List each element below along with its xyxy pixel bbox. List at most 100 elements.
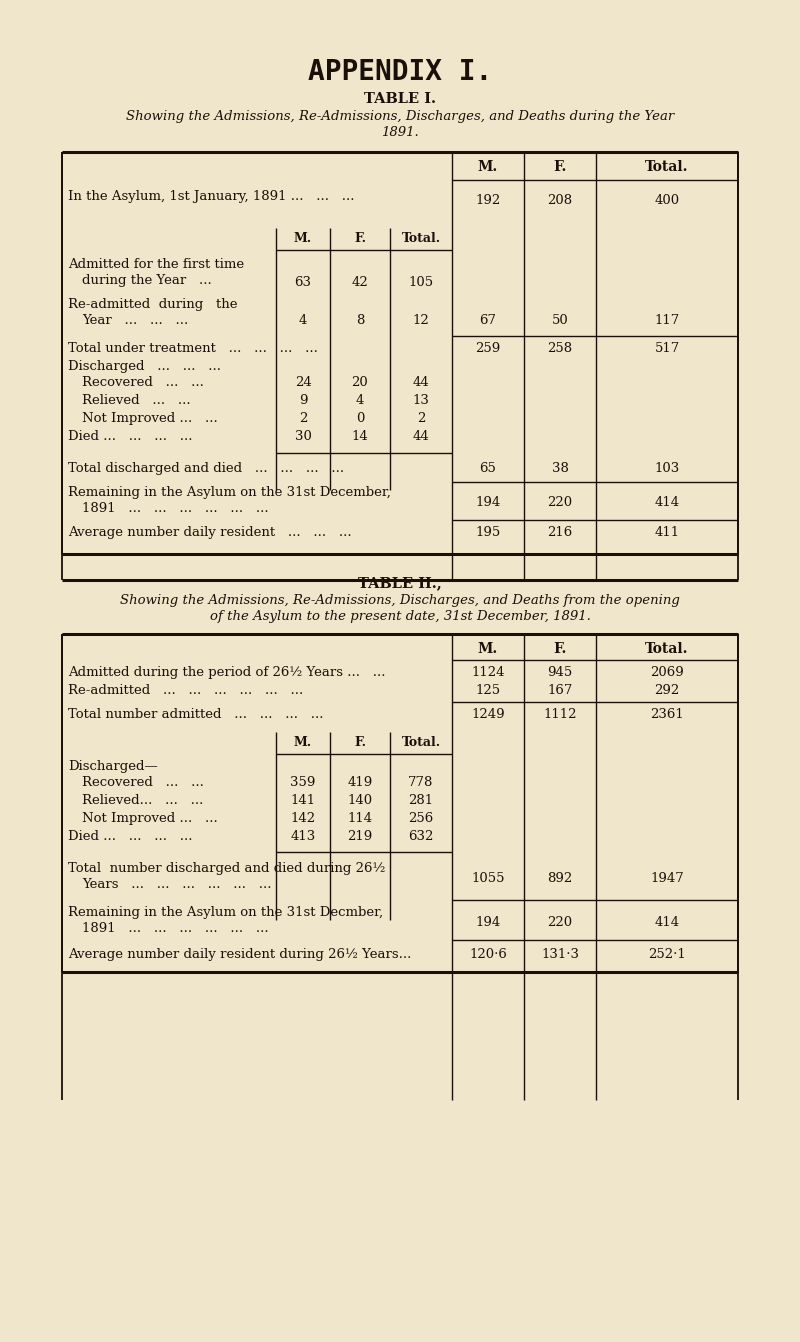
Text: Total.: Total.: [646, 160, 689, 174]
Text: 14: 14: [352, 429, 368, 443]
Text: 892: 892: [547, 872, 573, 884]
Text: 65: 65: [479, 462, 497, 475]
Text: 1249: 1249: [471, 709, 505, 721]
Text: Not Improved ...   ...: Not Improved ... ...: [82, 812, 218, 825]
Text: 259: 259: [475, 342, 501, 356]
Text: 1055: 1055: [471, 872, 505, 884]
Text: 4: 4: [356, 395, 364, 407]
Text: 142: 142: [290, 812, 315, 825]
Text: 103: 103: [654, 462, 680, 475]
Text: during the Year   ...: during the Year ...: [82, 274, 212, 287]
Text: M.: M.: [294, 735, 312, 749]
Text: Relieved   ...   ...: Relieved ... ...: [82, 395, 190, 407]
Text: 140: 140: [347, 794, 373, 807]
Text: 945: 945: [547, 666, 573, 679]
Text: 194: 194: [475, 497, 501, 509]
Text: 413: 413: [290, 829, 316, 843]
Text: 2361: 2361: [650, 709, 684, 721]
Text: Average number daily resident during 26½ Years...: Average number daily resident during 26½…: [68, 947, 411, 961]
Text: 9: 9: [298, 395, 307, 407]
Text: 8: 8: [356, 314, 364, 327]
Text: 131·3: 131·3: [541, 947, 579, 961]
Text: 12: 12: [413, 314, 430, 327]
Text: F.: F.: [354, 232, 366, 246]
Text: 114: 114: [347, 812, 373, 825]
Text: 252·1: 252·1: [648, 947, 686, 961]
Text: 63: 63: [294, 276, 311, 289]
Text: TABLE II.,: TABLE II.,: [358, 576, 442, 590]
Text: 167: 167: [547, 684, 573, 696]
Text: 632: 632: [408, 829, 434, 843]
Text: 414: 414: [654, 497, 679, 509]
Text: Total discharged and died   ...   ...   ...   ...: Total discharged and died ... ... ... ..…: [68, 462, 344, 475]
Text: 258: 258: [547, 342, 573, 356]
Text: 44: 44: [413, 376, 430, 389]
Text: 359: 359: [290, 776, 316, 789]
Text: 38: 38: [551, 462, 569, 475]
Text: 141: 141: [290, 794, 315, 807]
Text: Showing the Admissions, Re-Admissions, Discharges, and Deaths from the opening: Showing the Admissions, Re-Admissions, D…: [120, 595, 680, 607]
Text: 517: 517: [654, 342, 680, 356]
Text: 414: 414: [654, 917, 679, 929]
Text: Total number admitted   ...   ...   ...   ...: Total number admitted ... ... ... ...: [68, 709, 323, 721]
Text: 281: 281: [409, 794, 434, 807]
Text: 30: 30: [294, 429, 311, 443]
Text: 195: 195: [475, 526, 501, 539]
Text: 13: 13: [413, 395, 430, 407]
Text: 2: 2: [417, 412, 425, 425]
Text: 67: 67: [479, 314, 497, 327]
Text: Died ...   ...   ...   ...: Died ... ... ... ...: [68, 829, 193, 843]
Text: Remaining in the Asylum on the 31st December,: Remaining in the Asylum on the 31st Dece…: [68, 486, 391, 499]
Text: Total  number discharged and died during 26½: Total number discharged and died during …: [68, 862, 386, 875]
Text: F.: F.: [354, 735, 366, 749]
Text: In the Asylum, 1st January, 1891 ...   ...   ...: In the Asylum, 1st January, 1891 ... ...…: [68, 191, 354, 203]
Text: TABLE I.: TABLE I.: [364, 93, 436, 106]
Text: Total.: Total.: [402, 735, 441, 749]
Text: 117: 117: [654, 314, 680, 327]
Text: 2069: 2069: [650, 666, 684, 679]
Text: Re-admitted   ...   ...   ...   ...   ...   ...: Re-admitted ... ... ... ... ... ...: [68, 684, 303, 696]
Text: 105: 105: [409, 276, 434, 289]
Text: 220: 220: [547, 917, 573, 929]
Text: 419: 419: [347, 776, 373, 789]
Text: Re-admitted  during   the: Re-admitted during the: [68, 298, 238, 311]
Text: of the Asylum to the present date, 31st December, 1891.: of the Asylum to the present date, 31st …: [210, 611, 590, 623]
Text: 1947: 1947: [650, 872, 684, 884]
Text: 0: 0: [356, 412, 364, 425]
Text: 220: 220: [547, 497, 573, 509]
Text: 1124: 1124: [471, 666, 505, 679]
Text: 192: 192: [475, 195, 501, 207]
Text: Recovered   ...   ...: Recovered ... ...: [82, 376, 204, 389]
Text: Total.: Total.: [646, 641, 689, 656]
Text: 1891   ...   ...   ...   ...   ...   ...: 1891 ... ... ... ... ... ...: [82, 922, 269, 935]
Text: 1112: 1112: [543, 709, 577, 721]
Text: M.: M.: [478, 641, 498, 656]
Text: Average number daily resident   ...   ...   ...: Average number daily resident ... ... ..…: [68, 526, 352, 539]
Text: 4: 4: [299, 314, 307, 327]
Text: 50: 50: [552, 314, 568, 327]
Text: 778: 778: [408, 776, 434, 789]
Text: F.: F.: [554, 641, 566, 656]
Text: M.: M.: [478, 160, 498, 174]
Text: 42: 42: [352, 276, 368, 289]
Text: 292: 292: [654, 684, 680, 696]
Text: 194: 194: [475, 917, 501, 929]
Text: 208: 208: [547, 195, 573, 207]
Text: Showing the Admissions, Re-Admissions, Discharges, and Deaths during the Year: Showing the Admissions, Re-Admissions, D…: [126, 110, 674, 123]
Text: 1891.: 1891.: [381, 126, 419, 140]
Text: Discharged   ...   ...   ...: Discharged ... ... ...: [68, 360, 221, 373]
Text: 2: 2: [299, 412, 307, 425]
Text: 400: 400: [654, 195, 679, 207]
Text: 256: 256: [408, 812, 434, 825]
Text: 216: 216: [547, 526, 573, 539]
Text: 120·6: 120·6: [469, 947, 507, 961]
Text: M.: M.: [294, 232, 312, 246]
Text: Relieved...   ...   ...: Relieved... ... ...: [82, 794, 203, 807]
Text: APPENDIX I.: APPENDIX I.: [308, 58, 492, 86]
Text: Admitted for the first time: Admitted for the first time: [68, 258, 244, 271]
Text: F.: F.: [554, 160, 566, 174]
Text: 1891   ...   ...   ...   ...   ...   ...: 1891 ... ... ... ... ... ...: [82, 502, 269, 515]
Text: 44: 44: [413, 429, 430, 443]
Text: Years   ...   ...   ...   ...   ...   ...: Years ... ... ... ... ... ...: [82, 878, 271, 891]
Text: Total under treatment   ...   ...   ...   ...: Total under treatment ... ... ... ...: [68, 342, 318, 356]
